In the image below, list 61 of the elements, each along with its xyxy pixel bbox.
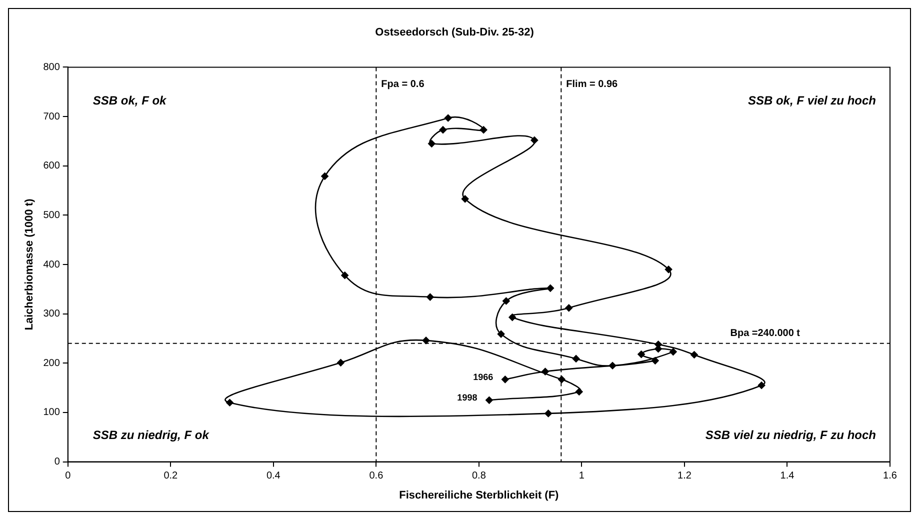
x-tick-label: 1 [578, 470, 585, 482]
annotation: 1998 [457, 392, 478, 403]
point [337, 359, 344, 366]
annotation: SSB viel zu niedrig, F zu hoch [705, 428, 876, 442]
point [652, 357, 659, 364]
point [321, 172, 328, 180]
point [664, 266, 672, 274]
point [428, 140, 436, 148]
point [670, 348, 677, 356]
x-tick-label: 0.4 [266, 470, 281, 482]
point [638, 350, 645, 358]
annotation: SSB zu niedrig, F ok [92, 428, 210, 442]
point [572, 355, 580, 362]
point [558, 376, 566, 384]
point [544, 410, 552, 418]
x-tick-label: 0.6 [369, 470, 384, 482]
y-tick-label: 400 [43, 259, 60, 270]
point [758, 382, 766, 389]
y-tick-label: 600 [43, 160, 60, 172]
point [426, 293, 434, 301]
point [542, 368, 549, 376]
x-tick-label: 1.6 [883, 470, 898, 482]
ref-line-label: Fpa = 0.6 [381, 78, 425, 90]
y-axis-title: Laicherbiomasse (1000 t) [24, 198, 36, 330]
annotation: 1966 [473, 372, 494, 382]
point [502, 297, 510, 305]
ref-line-label: Bpa =240.000 t [730, 328, 801, 340]
point [226, 398, 234, 406]
y-tick-label: 100 [43, 407, 60, 418]
point [497, 330, 505, 338]
point [480, 126, 488, 134]
y-tick-label: 200 [43, 358, 60, 369]
x-tick-label: 0 [65, 470, 72, 482]
y-tick-label: 300 [43, 308, 60, 320]
x-tick-label: 0.2 [164, 470, 178, 482]
x-tick-label: 1.2 [678, 470, 692, 482]
point [608, 362, 616, 370]
point [546, 284, 554, 292]
point [486, 396, 493, 404]
point [690, 351, 698, 358]
y-tick-label: 500 [43, 210, 60, 221]
x-axis-title: Fischereiliche Sterblichkeit (F) [399, 489, 560, 502]
point [565, 304, 573, 312]
point [461, 195, 469, 203]
point [444, 114, 452, 122]
ref-line-label: Flim = 0.96 [566, 78, 618, 90]
point [501, 376, 509, 384]
point [439, 126, 447, 134]
x-tick-label: 0.8 [472, 470, 486, 482]
y-tick-label: 700 [43, 111, 60, 122]
point [341, 272, 348, 279]
x-tick-label: 1.4 [780, 470, 795, 482]
point [575, 388, 583, 396]
annotation: SSB ok, F viel zu hoch [748, 94, 876, 108]
point [530, 136, 538, 144]
point [422, 336, 430, 344]
y-tick-label: 800 [43, 62, 60, 73]
point [508, 314, 516, 321]
chart-title: Ostseedorsch (Sub-Div. 25-32) [375, 26, 534, 39]
y-tick-label: 0 [54, 456, 60, 468]
annotation: SSB ok, F ok [92, 94, 168, 108]
